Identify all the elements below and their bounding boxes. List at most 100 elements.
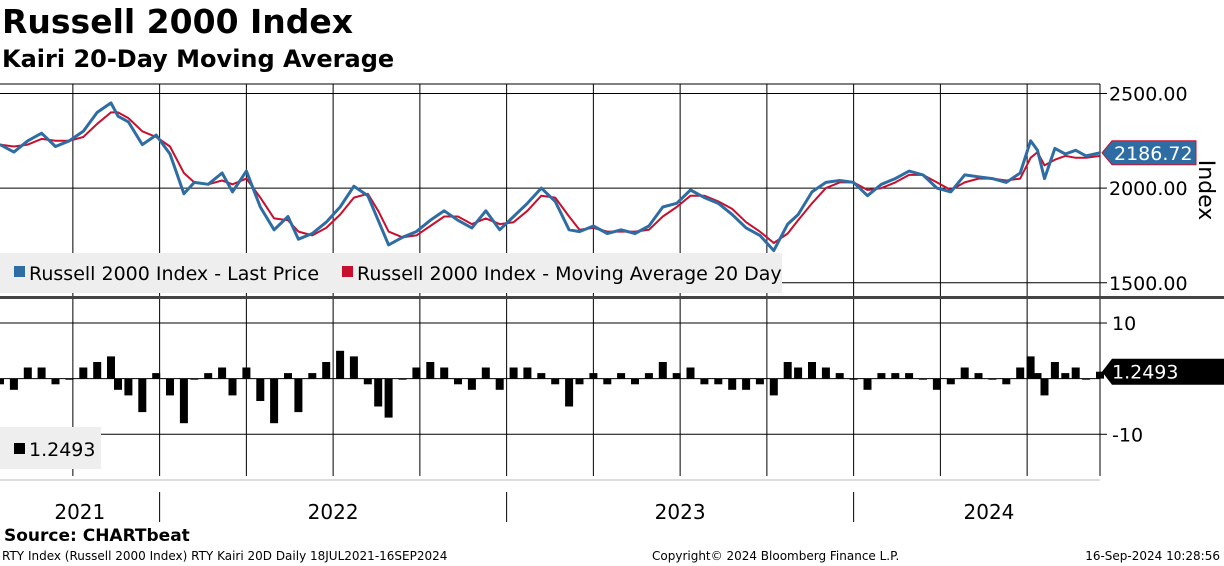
kairi-bar xyxy=(363,378,372,385)
kairi-bar xyxy=(932,378,941,390)
chart-subtitle: Kairi 20-Day Moving Average xyxy=(2,45,395,73)
kairi-bar xyxy=(509,367,518,379)
kairi-bar xyxy=(589,373,598,379)
kairi-bar xyxy=(179,378,188,424)
kairi-bar xyxy=(138,378,147,413)
x-year-label: 2024 xyxy=(964,500,1015,524)
kairi-bar xyxy=(0,378,4,385)
legend-swatch-ma xyxy=(342,266,353,277)
kairi-bar xyxy=(124,378,133,396)
kairi-bar xyxy=(1096,371,1104,379)
kairi-bar xyxy=(742,378,751,390)
kairi-bar xyxy=(849,378,858,380)
kairi-bar xyxy=(467,378,476,390)
kairi-bar xyxy=(821,367,830,379)
kairi-bar xyxy=(1016,367,1025,379)
kairi-bar xyxy=(617,373,626,379)
kairi-bar xyxy=(794,367,803,379)
kairi-bar xyxy=(863,378,872,390)
kairi-bar xyxy=(37,367,46,379)
kairi-bar xyxy=(51,378,60,385)
kairi-bar xyxy=(644,373,653,379)
kairi-bar xyxy=(374,378,383,407)
kairi-bar xyxy=(686,367,695,379)
legend-label-kairi: 1.2493 xyxy=(29,439,95,461)
kairi-bar xyxy=(891,373,900,379)
legend-label-ma: Russell 2000 Index - Moving Average 20 D… xyxy=(357,263,782,285)
legend-swatch-price xyxy=(14,266,25,277)
kairi-bar xyxy=(714,378,723,385)
legend-box xyxy=(0,253,782,293)
kairi-bar xyxy=(575,378,584,385)
kairi-bar xyxy=(946,378,955,385)
kairi-bar xyxy=(658,362,667,379)
x-year-label: 2022 xyxy=(308,500,359,524)
last-kairi-tag xyxy=(1102,358,1224,385)
kairi-bar xyxy=(426,362,435,379)
legend-swatch-kairi xyxy=(14,443,25,454)
kairi-bar xyxy=(284,373,292,379)
last-price-label: 2186.72 xyxy=(1114,143,1193,165)
kairi-bar xyxy=(93,362,102,379)
kairi-bar xyxy=(631,378,639,385)
kairi-bar xyxy=(398,378,407,380)
kairi-bar xyxy=(700,378,709,385)
footer-copyright: Copyright© 2024 Bloomberg Finance L.P. xyxy=(652,549,900,563)
kairi-bar xyxy=(1071,367,1080,379)
kairi-bar xyxy=(256,378,265,401)
kairi-bar xyxy=(728,378,737,390)
kairi-bar xyxy=(228,378,237,396)
kairi-bar xyxy=(294,378,303,413)
kairi-bar xyxy=(65,378,74,380)
kairi-bar xyxy=(242,367,251,379)
source-label: Source: CHARTbeat xyxy=(4,526,190,546)
y-tick-label: 10 xyxy=(1112,313,1136,335)
kairi-bar xyxy=(190,378,199,380)
legend-label-price: Russell 2000 Index - Last Price xyxy=(29,263,319,285)
kairi-bar xyxy=(808,362,816,379)
kairi-bar xyxy=(755,378,764,385)
kairi-bar xyxy=(877,373,886,379)
kairi-bar xyxy=(23,367,32,379)
footer-series-info: RTY Index (Russell 2000 Index) RTY Kairi… xyxy=(2,549,448,563)
kairi-bar xyxy=(166,378,174,396)
kairi-bar xyxy=(769,378,778,396)
kairi-bar xyxy=(204,373,213,379)
kairi-bar xyxy=(1026,356,1035,379)
kairi-bar xyxy=(672,373,681,379)
chart-title: Russell 2000 Index xyxy=(2,2,354,41)
kairi-bar xyxy=(565,378,574,407)
kairi-bar xyxy=(322,362,331,379)
kairi-bar xyxy=(523,367,532,379)
kairi-bar xyxy=(1082,378,1091,380)
kairi-bar xyxy=(152,373,161,379)
kairi-bar xyxy=(495,378,504,390)
kairi-bar xyxy=(270,378,279,424)
kairi-bar xyxy=(1050,362,1059,379)
footer-timestamp: 16-Sep-2024 10:28:56 xyxy=(1085,549,1220,563)
kairi-bar xyxy=(114,378,122,390)
kairi-bar xyxy=(1040,378,1049,396)
kairi-bar xyxy=(412,367,421,379)
kairi-bar xyxy=(603,378,612,385)
kairi-bar xyxy=(919,378,927,380)
y-tick-label: 2000.00 xyxy=(1109,178,1188,200)
kairi-bar xyxy=(9,378,18,390)
price-line xyxy=(0,101,1101,253)
kairi-bar xyxy=(1033,373,1042,379)
x-year-label: 2021 xyxy=(54,500,105,524)
y-tick-label: 1500.00 xyxy=(1109,273,1188,295)
kairi-bar xyxy=(384,378,393,418)
kairi-bar xyxy=(1061,373,1070,379)
kairi-bar xyxy=(988,378,997,380)
last-price-tag xyxy=(1101,140,1197,166)
kairi-bar xyxy=(974,373,983,379)
kairi-bar xyxy=(107,356,115,379)
kairi-bar xyxy=(454,378,462,385)
kairi-bar xyxy=(308,373,317,379)
kairi-bar xyxy=(440,367,449,379)
kairi-bar xyxy=(835,373,844,379)
y-tick-label: 2500.00 xyxy=(1109,83,1188,105)
kairi-bar xyxy=(1002,378,1011,385)
kairi-bar xyxy=(960,367,969,379)
